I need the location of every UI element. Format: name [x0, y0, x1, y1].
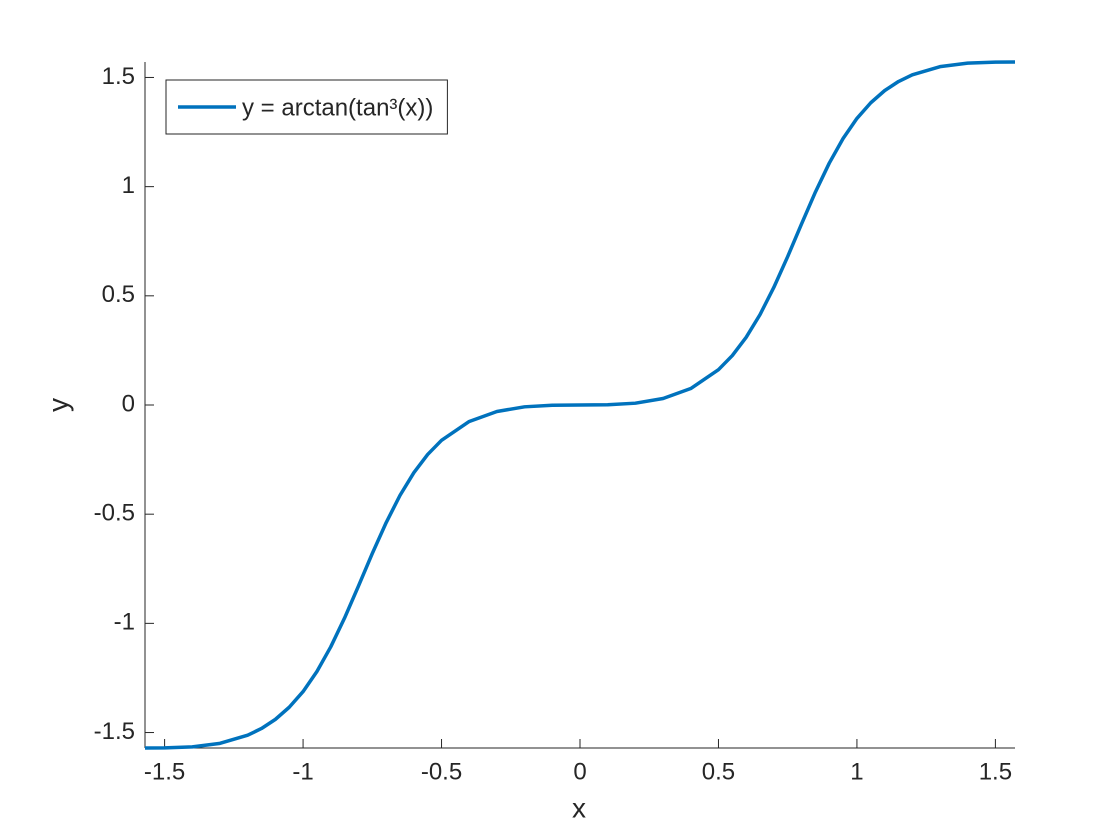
y-tick-label: 0.5 — [102, 281, 135, 308]
x-tick-label: -1.5 — [144, 758, 185, 785]
y-tick-label: 1 — [122, 172, 135, 199]
y-tick-label: -1.5 — [94, 718, 135, 745]
x-tick-label: -0.5 — [421, 758, 462, 785]
y-tick-label: 0 — [122, 390, 135, 417]
x-tick-label: 0 — [573, 758, 586, 785]
y-tick-label: -0.5 — [94, 500, 135, 527]
y-tick-label: 1.5 — [102, 63, 135, 90]
legend-label: y = arctan(tan³(x)) — [242, 94, 433, 121]
data-line — [144, 60, 1016, 750]
y-tick-label: -1 — [114, 609, 135, 636]
x-tick-label: 1.5 — [979, 758, 1012, 785]
x-tick-label: -1 — [292, 758, 313, 785]
x-axis-label: x — [572, 792, 586, 823]
x-tick-label: 1 — [850, 758, 863, 785]
x-tick-label: 0.5 — [702, 758, 735, 785]
y-axis-label: y — [42, 398, 73, 412]
